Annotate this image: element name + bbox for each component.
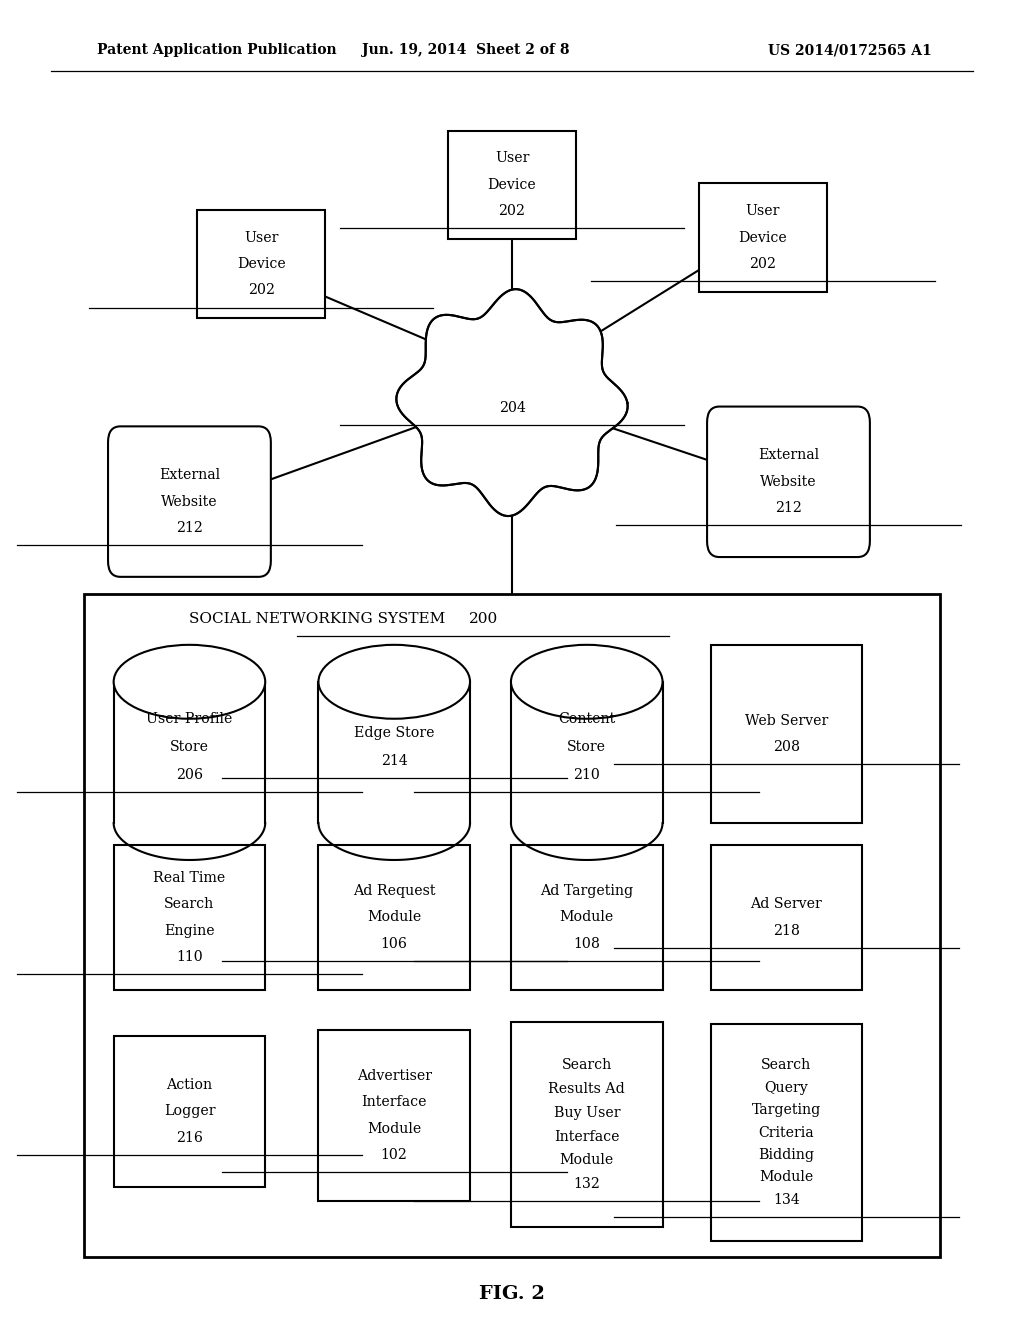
FancyBboxPatch shape — [318, 1030, 470, 1201]
Text: User: User — [745, 205, 780, 218]
Text: Edge Store: Edge Store — [354, 726, 434, 741]
FancyBboxPatch shape — [707, 407, 870, 557]
Text: User: User — [244, 231, 279, 244]
FancyBboxPatch shape — [711, 1024, 862, 1241]
FancyBboxPatch shape — [197, 210, 326, 318]
Text: Jun. 19, 2014  Sheet 2 of 8: Jun. 19, 2014 Sheet 2 of 8 — [362, 44, 569, 57]
Text: External: External — [159, 469, 220, 482]
FancyBboxPatch shape — [711, 845, 862, 990]
Text: 212: 212 — [176, 521, 203, 535]
FancyBboxPatch shape — [114, 845, 265, 990]
Text: Engine: Engine — [164, 924, 215, 937]
Text: Module: Module — [760, 1171, 813, 1184]
Text: Query: Query — [765, 1081, 808, 1094]
Text: Module: Module — [368, 911, 421, 924]
Text: Module: Module — [560, 1154, 613, 1167]
Text: Device: Device — [487, 178, 537, 191]
Text: Criteria: Criteria — [759, 1126, 814, 1139]
Ellipse shape — [318, 644, 470, 718]
Ellipse shape — [511, 644, 663, 718]
Text: Results Ad: Results Ad — [549, 1082, 625, 1096]
Text: Device: Device — [738, 231, 787, 244]
Text: 206: 206 — [176, 768, 203, 781]
Text: 132: 132 — [573, 1177, 600, 1191]
Polygon shape — [114, 681, 265, 824]
Text: Search: Search — [561, 1059, 612, 1072]
Polygon shape — [318, 681, 470, 824]
Text: Targeting: Targeting — [752, 1104, 821, 1117]
Text: User: User — [495, 152, 529, 165]
Text: User Profile: User Profile — [146, 713, 232, 726]
Text: Ad Request: Ad Request — [353, 884, 435, 898]
Text: 212: 212 — [775, 502, 802, 515]
Text: Patent Application Publication: Patent Application Publication — [97, 44, 337, 57]
Text: 202: 202 — [750, 257, 776, 271]
Text: FIG. 2: FIG. 2 — [479, 1284, 545, 1303]
Text: 110: 110 — [176, 950, 203, 964]
FancyBboxPatch shape — [84, 594, 940, 1257]
Polygon shape — [511, 681, 663, 824]
Text: Action: Action — [166, 1078, 213, 1092]
Text: Store: Store — [567, 741, 606, 754]
Text: Interface: Interface — [554, 1130, 620, 1143]
Text: Search: Search — [164, 898, 215, 911]
Text: 102: 102 — [381, 1148, 408, 1162]
Text: 134: 134 — [773, 1193, 800, 1206]
Text: 202: 202 — [248, 284, 274, 297]
Text: 108: 108 — [573, 937, 600, 950]
Text: Ad Targeting: Ad Targeting — [541, 884, 633, 898]
Text: 208: 208 — [773, 741, 800, 754]
FancyBboxPatch shape — [711, 644, 862, 824]
Text: SOCIAL NETWORKING SYSTEM: SOCIAL NETWORKING SYSTEM — [189, 612, 451, 626]
Text: Bidding: Bidding — [759, 1148, 814, 1162]
FancyBboxPatch shape — [114, 1035, 265, 1188]
Polygon shape — [396, 289, 628, 516]
Text: Buy User: Buy User — [554, 1106, 620, 1119]
Text: Module: Module — [560, 911, 613, 924]
Text: Store: Store — [170, 741, 209, 754]
Text: 202: 202 — [499, 205, 525, 218]
Text: Module: Module — [368, 1122, 421, 1135]
FancyBboxPatch shape — [109, 426, 270, 577]
Text: Logger: Logger — [164, 1105, 215, 1118]
Text: 200: 200 — [469, 612, 498, 626]
Text: Content: Content — [558, 713, 615, 726]
Text: Real Time: Real Time — [154, 871, 225, 884]
Text: Ad Server: Ad Server — [751, 898, 822, 911]
Text: 214: 214 — [381, 754, 408, 768]
Text: 210: 210 — [573, 768, 600, 781]
Text: 106: 106 — [381, 937, 408, 950]
Text: 216: 216 — [176, 1131, 203, 1144]
FancyBboxPatch shape — [511, 845, 663, 990]
FancyBboxPatch shape — [318, 845, 470, 990]
Text: Device: Device — [237, 257, 286, 271]
Text: 218: 218 — [773, 924, 800, 937]
Text: External: External — [758, 449, 819, 462]
Text: Website: Website — [760, 475, 817, 488]
Ellipse shape — [114, 644, 265, 718]
Text: Search: Search — [761, 1059, 812, 1072]
FancyBboxPatch shape — [449, 131, 575, 239]
Text: US 2014/0172565 A1: US 2014/0172565 A1 — [768, 44, 932, 57]
Text: Advertiser: Advertiser — [356, 1069, 432, 1082]
Text: Website: Website — [161, 495, 218, 508]
FancyBboxPatch shape — [511, 1022, 663, 1228]
FancyBboxPatch shape — [698, 183, 827, 292]
Text: 204: 204 — [499, 401, 525, 414]
Text: Web Server: Web Server — [744, 714, 828, 727]
Text: Interface: Interface — [361, 1096, 427, 1109]
